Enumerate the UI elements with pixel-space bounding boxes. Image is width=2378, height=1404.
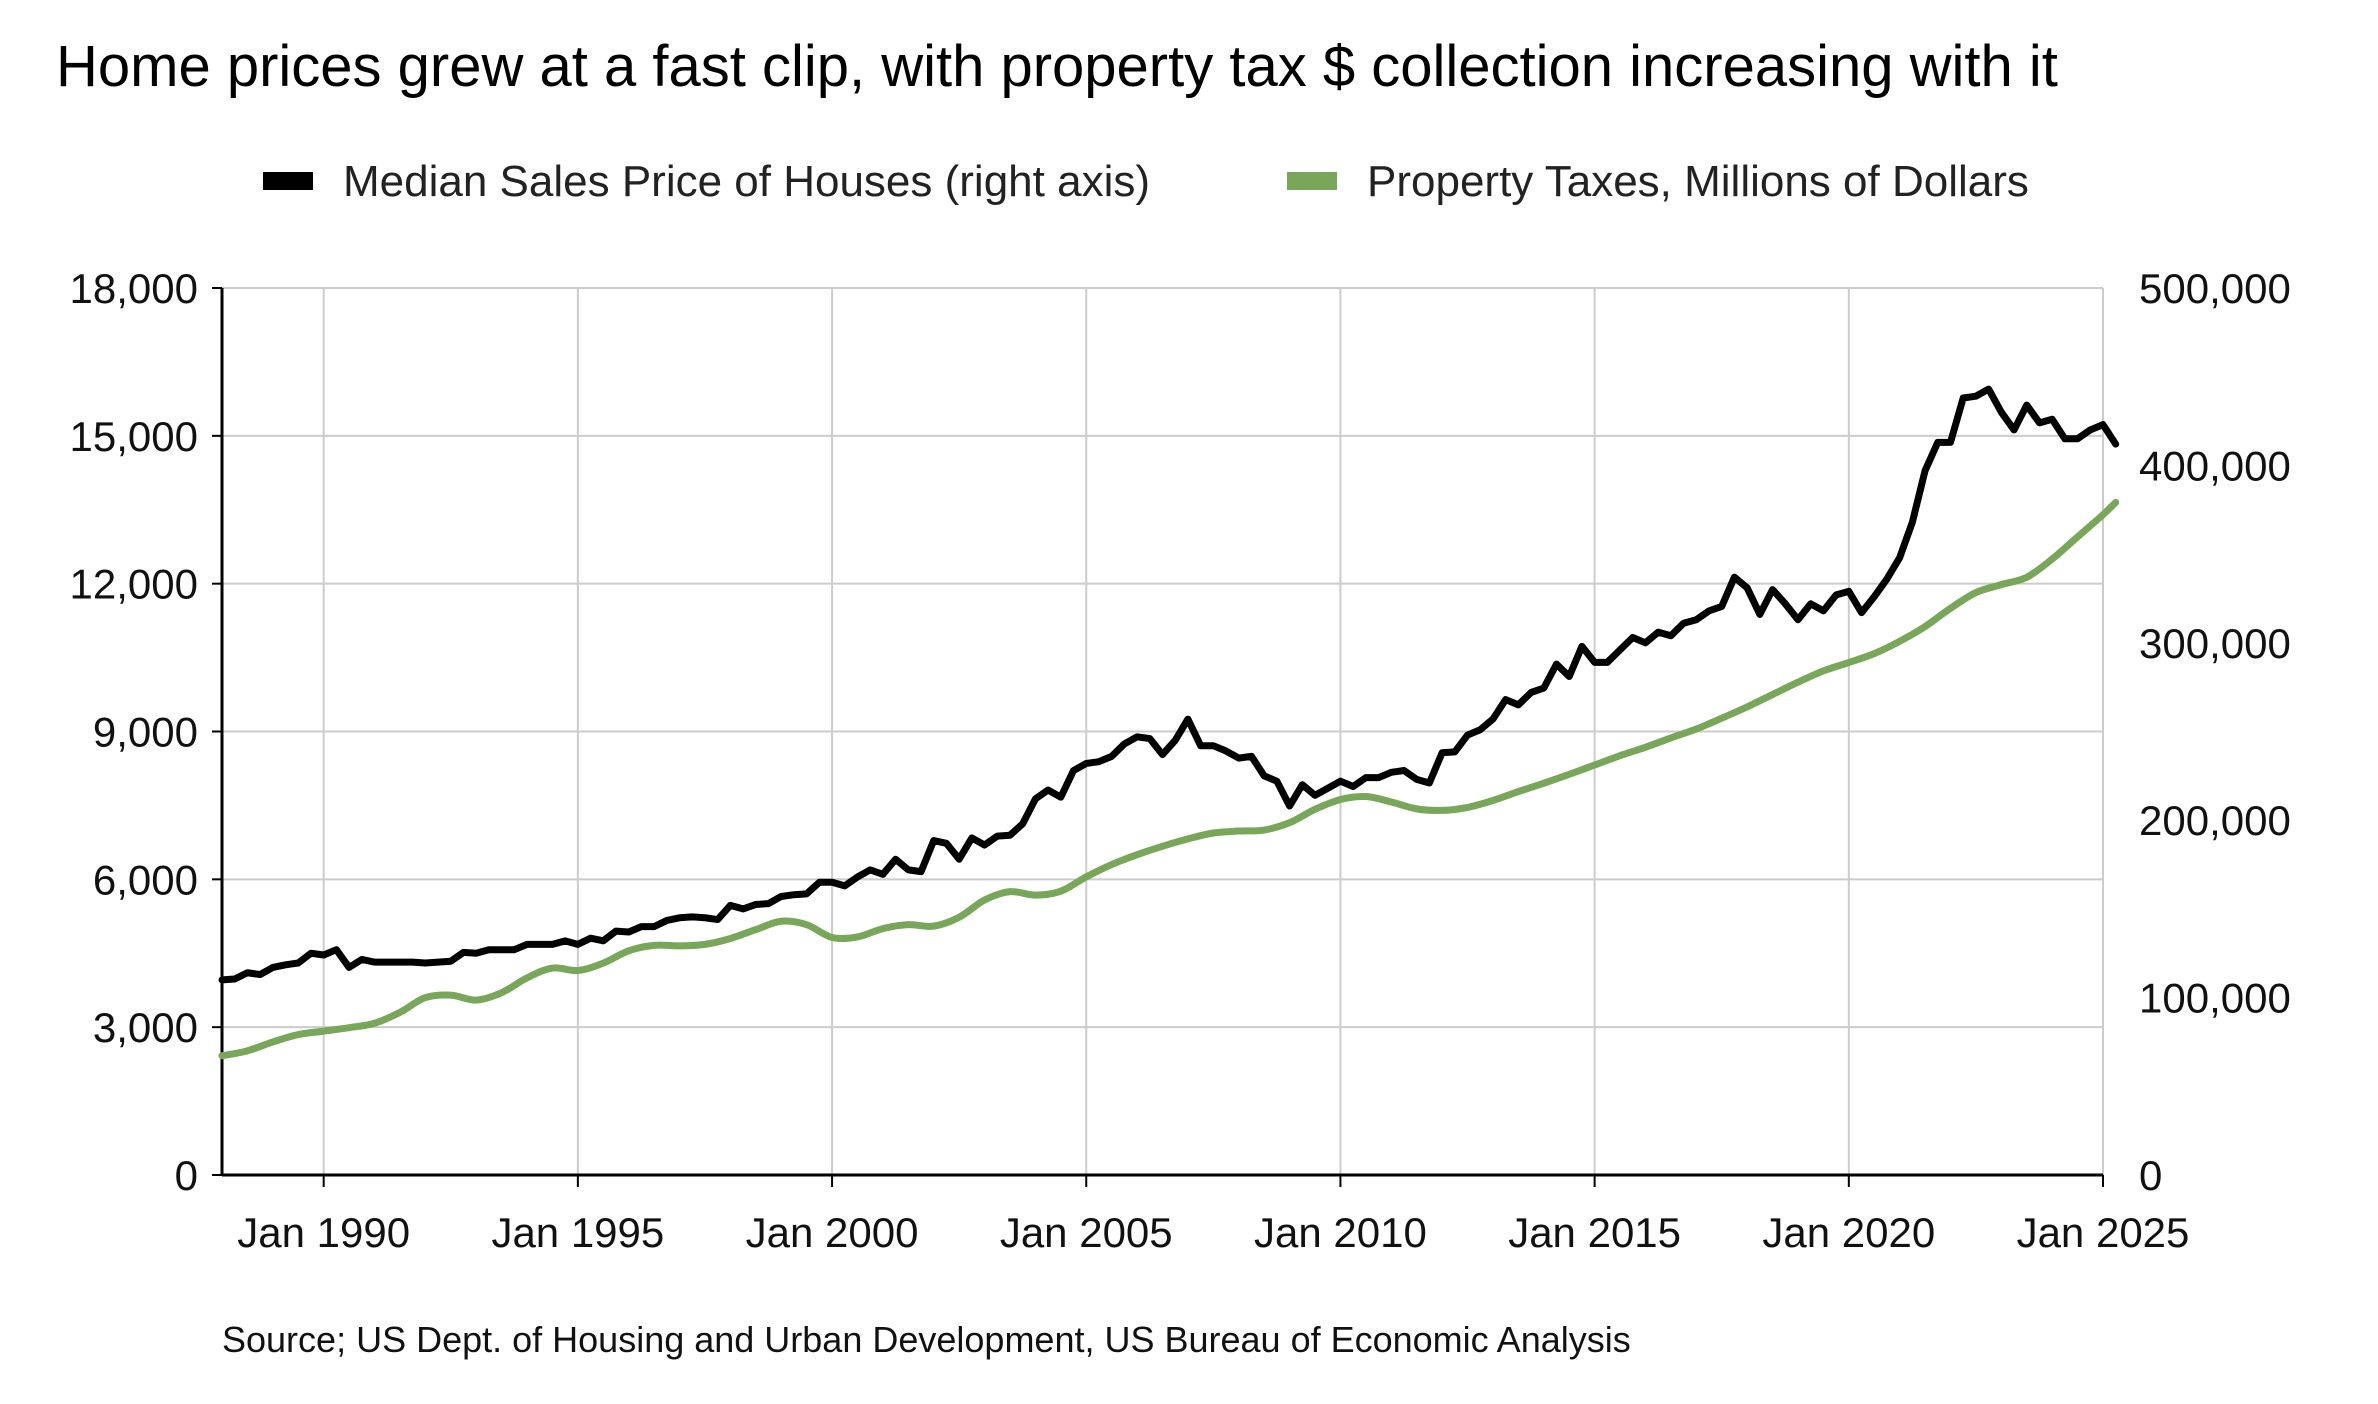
y-right-tick-label: 200,000 <box>2139 797 2291 844</box>
x-tick-label: Jan 2005 <box>1000 1209 1173 1256</box>
legend-label-property-taxes: Property Taxes, Millions of Dollars <box>1367 157 2029 206</box>
series-line-property-taxes <box>218 498 2120 1060</box>
source-note: Source; US Dept. of Housing and Urban De… <box>222 1319 1631 1360</box>
y-right-tick-label: 100,000 <box>2139 975 2291 1022</box>
y-left-tick-label: 12,000 <box>70 561 198 608</box>
x-tick-label: Jan 2010 <box>1254 1209 1427 1256</box>
x-tick-label: Jan 2020 <box>1762 1209 1935 1256</box>
axes <box>212 287 2104 1187</box>
y-left-tick-label: 3,000 <box>93 1004 198 1051</box>
y-left-tick-label: 18,000 <box>70 265 198 312</box>
y-left-tick-label: 9,000 <box>93 709 198 756</box>
x-tick-label: Jan 1995 <box>491 1209 664 1256</box>
legend-swatch-property-taxes <box>1287 172 1337 190</box>
series-line-median-price <box>218 385 2120 984</box>
y-right-tick-label: 300,000 <box>2139 620 2291 667</box>
x-tick-label: Jan 2025 <box>2017 1209 2190 1256</box>
y-left-tick-label: 0 <box>175 1152 198 1199</box>
y-right-tick-label: 500,000 <box>2139 265 2291 312</box>
chart-title: Home prices grew at a fast clip, with pr… <box>56 34 2058 99</box>
legend-swatch-median-price <box>263 172 313 190</box>
y-left-tick-label: 15,000 <box>70 413 198 460</box>
y-right-tick-label: 0 <box>2139 1152 2162 1199</box>
gridlines <box>222 287 2104 1175</box>
series-lines <box>218 385 2120 1060</box>
y-left-tick-label: 6,000 <box>93 856 198 903</box>
legend: Median Sales Price of Houses (right axis… <box>263 157 2029 206</box>
tick-labels: 0 3,000 6,000 9,000 12,000 15,000 18,000 0 100,0… <box>70 265 2291 1256</box>
legend-label-median-price: Median Sales Price of Houses (right axis… <box>343 157 1150 206</box>
x-tick-label: Jan 2015 <box>1508 1209 1681 1256</box>
y-right-tick-label: 400,000 <box>2139 442 2291 489</box>
x-tick-label: Jan 2000 <box>746 1209 919 1256</box>
x-tick-label: Jan 1990 <box>237 1209 410 1256</box>
